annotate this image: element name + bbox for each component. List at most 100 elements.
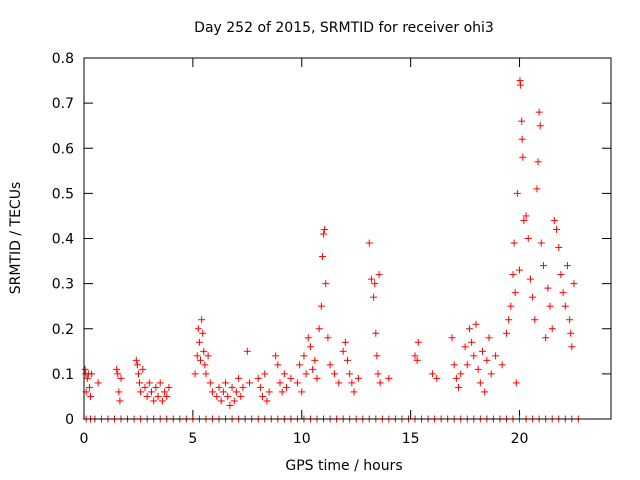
data-point [235,374,243,382]
plot-frame [83,57,612,420]
data-point [509,271,517,279]
data-point [278,388,286,396]
data-point [413,356,421,364]
data-point [339,347,347,355]
data-point [428,370,436,378]
data-point [498,361,506,369]
data-point [87,392,95,400]
data-point [202,370,210,378]
data-point [465,325,473,333]
data-point [517,81,525,89]
data-point [259,392,267,400]
data-point [313,374,321,382]
data-point [385,374,393,382]
data-point [243,347,251,355]
data-point [317,302,325,310]
data-point [256,383,264,391]
data-point [239,383,247,391]
data-point [217,397,225,405]
data-point [133,361,141,369]
data-point [346,370,354,378]
y-tick-label: 0.7 [52,96,74,112]
data-point [272,352,280,360]
data-point [198,316,206,324]
data-point [365,239,373,247]
data-point [136,379,144,387]
data-point [137,388,145,396]
data-point [474,365,482,373]
data-point [518,135,526,143]
data-point [535,108,543,116]
data-point [468,338,476,346]
data-point [546,302,554,310]
data-point [161,388,169,396]
data-point [519,153,527,161]
data-point [320,230,328,238]
data-point [213,392,221,400]
y-tick-label: 0.1 [52,367,74,383]
data-point [237,392,245,400]
data-point [134,370,142,378]
data-point [476,379,484,387]
data-point [113,365,121,373]
y-tick-label: 0.8 [52,51,74,67]
data-point [300,352,308,360]
x-axis: 0 5 10 15 20 [80,58,528,447]
data-point [505,316,513,324]
chart-title: Day 252 of 2015, SRMTID for receiver ohi… [194,20,494,36]
x-tick-label: 0 [80,431,89,447]
data-points [81,77,582,423]
data-point [321,225,329,233]
data-point [373,352,381,360]
data-point [139,365,147,373]
y-axis-label: SRMTID / TECUs [8,182,24,295]
data-point [228,383,236,391]
data-point [246,379,254,387]
data-point [367,275,375,283]
data-point [311,356,319,364]
data-point [372,329,380,337]
data-point [516,266,524,274]
data-point [414,338,422,346]
data-point [567,329,575,337]
data-point [287,374,295,382]
data-point [485,334,493,342]
x-axis-label: GPS time / hours [285,458,402,474]
data-point [197,356,205,364]
data-point [88,370,96,378]
data-point [376,379,384,387]
data-point [304,334,312,342]
data-point [370,293,378,301]
y-tick-label: 0.6 [52,141,74,157]
data-point [450,361,458,369]
data-point [550,216,558,224]
data-point [516,77,524,85]
data-point [154,392,162,400]
data-point [191,370,199,378]
data-point [116,397,124,405]
data-point [265,388,273,396]
data-point [296,361,304,369]
data-point [502,329,510,337]
data-point [561,302,569,310]
data-point [85,383,93,391]
data-point [513,189,521,197]
data-point [114,370,122,378]
data-point [117,374,125,382]
data-point [156,379,164,387]
data-point [529,293,537,301]
data-point [542,334,550,342]
data-point [158,397,166,405]
data-point [309,365,317,373]
data-point [344,356,351,364]
data-point [324,334,332,342]
data-point [302,370,310,378]
data-point [470,352,478,360]
x-tick-label: 5 [188,431,197,447]
y-tick-label: 0.2 [52,322,74,338]
data-point [330,370,338,378]
data-point [555,244,563,252]
data-point [83,374,91,382]
data-point [298,388,306,396]
data-point [492,352,500,360]
